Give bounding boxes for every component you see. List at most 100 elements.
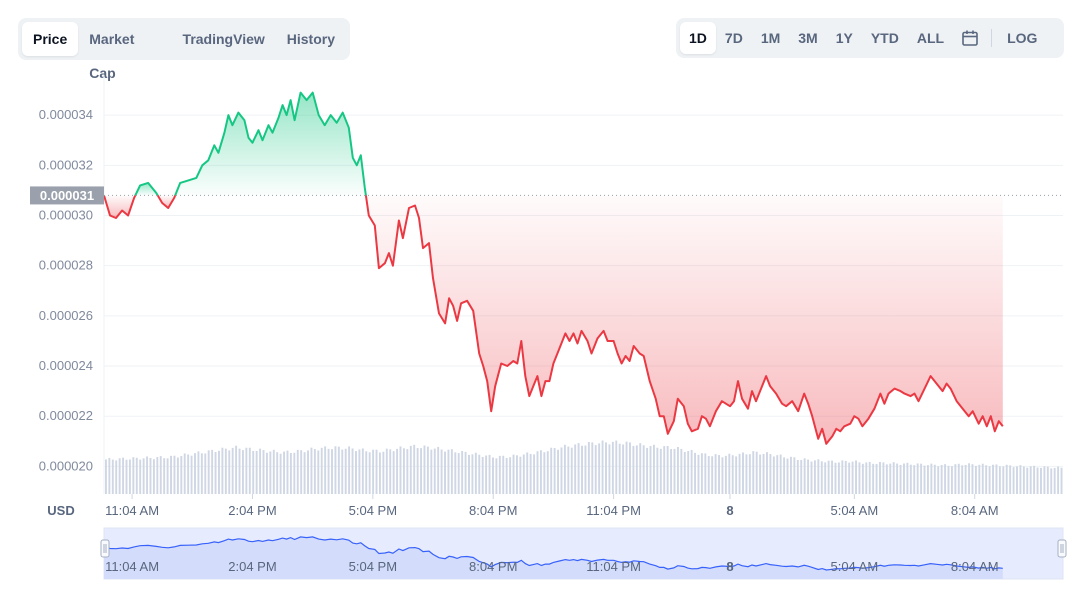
tab-price[interactable]: Price — [22, 22, 79, 56]
volume-bar — [629, 442, 631, 494]
range-1m[interactable]: 1M — [760, 30, 781, 46]
navigator-left-handle[interactable] — [100, 539, 110, 558]
volume-bar — [173, 455, 176, 494]
range-1y[interactable]: 1Y — [835, 30, 853, 46]
range-7d[interactable]: 7D — [724, 30, 743, 46]
volume-bar — [793, 457, 796, 494]
volume-bar — [927, 465, 929, 494]
price-area-down — [157, 195, 176, 208]
volume-bar — [779, 454, 782, 494]
volume-bar — [231, 447, 234, 494]
volume-bar — [896, 463, 899, 494]
volume-bar — [851, 461, 854, 494]
volume-bar — [700, 453, 703, 494]
range-3m[interactable]: 3M — [798, 30, 818, 46]
volume-bar — [892, 462, 895, 494]
volume-bar — [495, 458, 498, 494]
volume-bar — [351, 448, 354, 494]
time-range-list: 1D 7D 1M 3M 1Y YTD ALL — [680, 22, 953, 54]
volume-bar — [837, 462, 840, 494]
volume-bar — [1060, 467, 1063, 494]
volume-bar — [601, 440, 604, 494]
x-tick-label: 5:04 AM — [830, 503, 878, 518]
x-tick-label: 8:04 AM — [951, 503, 999, 518]
volume-bar — [471, 454, 474, 494]
chart-view-tabs: Price Market Cap TradingView History — [18, 18, 350, 81]
tab-history[interactable]: History — [286, 31, 335, 47]
range-1d[interactable]: 1D — [680, 22, 716, 54]
volume-bar — [1002, 466, 1005, 494]
calendar-icon — [962, 30, 978, 46]
volume-bar — [115, 460, 118, 494]
y-tick-label: 0.000034 — [39, 107, 93, 122]
volume-bar — [293, 452, 296, 494]
time-range-selector: 1D 7D 1M 3M 1Y YTD ALL LOG — [676, 18, 1064, 58]
volume-bar — [783, 457, 786, 494]
volume-bar — [632, 445, 635, 494]
volume-bar — [587, 442, 590, 494]
volume-bar — [642, 445, 645, 494]
volume-bar — [731, 455, 734, 494]
volume-bar — [238, 448, 241, 494]
volume-bar — [728, 453, 731, 494]
volume-bar — [505, 457, 508, 494]
volume-bar — [855, 460, 857, 494]
y-tick-label: 0.000020 — [39, 458, 93, 473]
log-scale-button[interactable]: LOG — [1007, 30, 1038, 46]
volume-bar — [214, 452, 217, 494]
navigator-tick-label: 2:04 PM — [228, 559, 276, 574]
volume-bar — [498, 455, 501, 494]
volume-bar — [252, 450, 255, 494]
volume-bar — [947, 465, 950, 494]
navigator-right-handle[interactable] — [1057, 539, 1067, 558]
volume-bar — [423, 445, 426, 494]
volume-bar — [992, 464, 994, 494]
navigator-tick-label: 5:04 AM — [830, 559, 878, 574]
volume-bar — [1005, 464, 1008, 494]
navigator-area — [104, 536, 1003, 579]
x-tick-label: 8 — [726, 503, 733, 518]
y-tick-label: 0.000032 — [39, 157, 93, 172]
volume-bar — [426, 446, 429, 494]
volume-bar — [759, 454, 762, 494]
volume-bar — [474, 452, 477, 494]
volume-bar — [399, 446, 402, 494]
range-navigator[interactable]: 11:04 AM 2:04 PM 5:04 PM 8:04 PM 11:04 PM 8 5:… — [100, 527, 1067, 580]
currency-label: USD — [47, 503, 74, 518]
volume-bar — [598, 443, 601, 494]
volume-bar — [879, 462, 881, 494]
range-all[interactable]: ALL — [916, 30, 945, 46]
y-tick-label: 0.000028 — [39, 258, 93, 273]
volume-bar — [831, 460, 833, 494]
volume-bar — [187, 454, 190, 494]
volume-bar — [122, 457, 125, 494]
volume-bar — [800, 459, 803, 494]
calendar-button[interactable] — [953, 22, 987, 54]
volume-bar — [372, 449, 375, 494]
volume-bar — [509, 457, 512, 494]
volume-bar — [844, 460, 847, 494]
volume-bar — [430, 449, 433, 494]
volume-bar — [680, 448, 683, 494]
volume-bar — [1057, 466, 1060, 494]
volume-bar — [457, 453, 460, 494]
volume-bar — [358, 449, 361, 494]
volume-bar — [591, 442, 594, 494]
volume-bar — [950, 466, 953, 494]
volume-bar — [248, 447, 251, 494]
y-tick-label: 0.000024 — [39, 358, 93, 373]
navigator-tick-label: 11:04 PM — [586, 559, 641, 574]
volume-bar — [279, 453, 282, 494]
volume-bar — [361, 448, 364, 494]
volume-bar — [683, 452, 686, 494]
volume-bar — [111, 459, 114, 494]
volume-bar — [659, 448, 662, 494]
tab-market-cap[interactable]: Market Cap — [89, 31, 135, 81]
volume-bar — [608, 444, 611, 494]
volume-bar — [981, 463, 984, 494]
tab-tradingview[interactable]: TradingView — [182, 31, 265, 47]
range-ytd[interactable]: YTD — [870, 30, 899, 46]
volume-bar — [437, 446, 440, 494]
volume-bar — [786, 458, 789, 494]
